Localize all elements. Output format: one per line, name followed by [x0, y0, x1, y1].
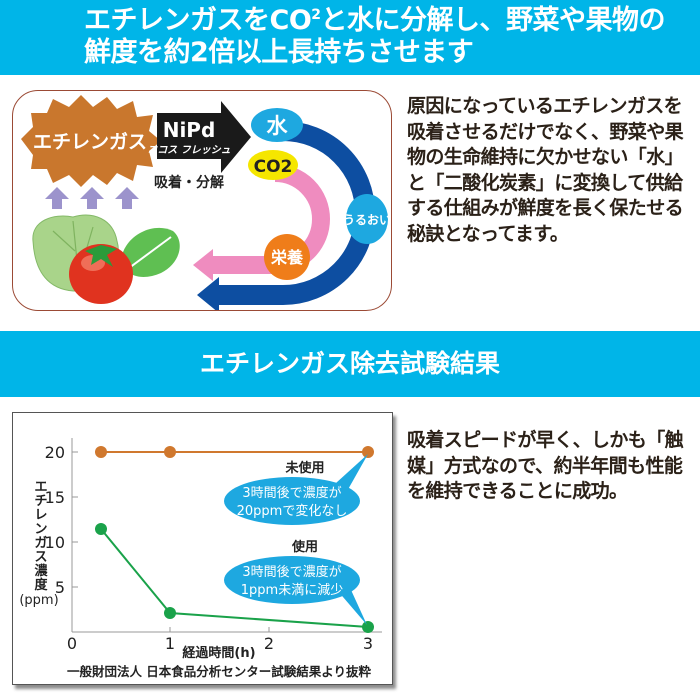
- y-tick-labels: 20 15 10 5: [45, 443, 65, 597]
- co2-bubble: CO2: [248, 150, 298, 180]
- header-line-2: 鮮度を約2倍以上長持ちさせます: [84, 37, 474, 68]
- svg-text:度: 度: [34, 577, 48, 593]
- svg-text:ココス フレッシュ: ココス フレッシュ: [147, 145, 230, 156]
- series-used: [95, 523, 374, 633]
- mechanism-explanation: 原因になっているエチレンガスを吸着させるだけでなく、野菜や果物の生命維持に欠かせ…: [407, 95, 684, 245]
- svg-text:レ: レ: [34, 508, 47, 523]
- svg-text:20: 20: [45, 443, 65, 462]
- used-annotation: 使用 3時間後で濃度が 1ppm未満に減少: [224, 539, 367, 625]
- svg-text:未使用: 未使用: [284, 460, 324, 476]
- svg-text:20ppmで変化なし: 20ppmで変化なし: [237, 503, 348, 519]
- x-axis-label: 経過時間(h): [182, 645, 255, 661]
- axis-ticks: [72, 451, 270, 632]
- mechanism-illustration: エチレンガス NiPd ココス フレッシュ 吸着・分解: [21, 95, 391, 310]
- svg-text:エチレンガス: エチレンガス: [33, 131, 147, 153]
- svg-text:3時間後で濃度が: 3時間後で濃度が: [242, 564, 341, 580]
- line-chart: 20 15 10 5 0 1 2 3 エ チ レ ン ガ ス 濃 度 (ppm): [19, 438, 382, 679]
- section-title: エチレンガス除去試験結果: [199, 349, 500, 378]
- unused-annotation: 未使用 3時間後で濃度が 20ppmで変化なし: [224, 454, 368, 525]
- svg-text:NiPd: NiPd: [163, 118, 216, 142]
- svg-text:10: 10: [45, 533, 65, 552]
- svg-text:栄養: 栄養: [270, 248, 303, 267]
- svg-text:3: 3: [363, 634, 373, 653]
- svg-text:使用: 使用: [291, 539, 318, 555]
- svg-text:1: 1: [165, 634, 175, 653]
- series-unused: [95, 446, 374, 458]
- process-label: 吸着・分解: [154, 174, 224, 191]
- rising-arrows-icon: [45, 187, 139, 209]
- svg-text:0: 0: [67, 634, 77, 653]
- nutrition-bubble: 栄養: [264, 234, 310, 280]
- svg-text:濃: 濃: [34, 563, 48, 579]
- svg-text:CO2: CO2: [254, 157, 293, 177]
- x-tick-labels: 0 1 2 3: [67, 634, 373, 653]
- ethylene-burst-icon: エチレンガス: [21, 95, 161, 187]
- svg-text:3時間後で濃度が: 3時間後で濃度が: [242, 485, 341, 501]
- mechanism-diagram: エチレンガス NiPd ココス フレッシュ 吸着・分解: [12, 90, 392, 311]
- svg-text:ス: ス: [34, 550, 47, 565]
- svg-text:チ: チ: [34, 494, 47, 509]
- svg-text:5: 5: [55, 578, 65, 597]
- spinach-leaf-icon: [121, 227, 180, 277]
- tomato-icon: [69, 244, 133, 304]
- nipd-product-arrow: NiPd ココス フレッシュ: [147, 101, 251, 173]
- header-banner: エチレンガスをCO2と水に分解し、野菜や果物の 鮮度を約2倍以上長持ちさせます: [0, 0, 700, 75]
- header-line-1: エチレンガスをCO2と水に分解し、野菜や果物の: [84, 5, 666, 36]
- svg-text:1ppm未満に減少: 1ppm未満に減少: [241, 582, 343, 598]
- svg-text:ン: ン: [34, 522, 47, 537]
- section-title-banner: エチレンガス除去試験結果: [0, 331, 700, 397]
- svg-text:水: 水: [267, 114, 289, 138]
- svg-text:2: 2: [264, 634, 274, 653]
- chart-source: 一般財団法人 日本食品分析センター試験結果より抜粋: [67, 664, 372, 679]
- ethylene-removal-chart: 20 15 10 5 0 1 2 3 エ チ レ ン ガ ス 濃 度 (ppm): [12, 412, 393, 685]
- svg-text:15: 15: [45, 488, 65, 507]
- svg-text:(ppm): (ppm): [19, 593, 58, 608]
- svg-text:うるおい: うるおい: [343, 213, 391, 227]
- y-axis-label: エ チ レ ン ガ ス 濃 度 (ppm): [19, 480, 58, 608]
- performance-explanation: 吸着スピードが早く、しかも「触媒」方式なので、約半年間も性能を維持できることに成…: [407, 429, 684, 502]
- water-bubble: 水: [251, 108, 303, 142]
- moisture-bubble: うるおい: [343, 194, 391, 244]
- svg-text:エ: エ: [34, 480, 47, 495]
- svg-text:ガ: ガ: [34, 536, 47, 551]
